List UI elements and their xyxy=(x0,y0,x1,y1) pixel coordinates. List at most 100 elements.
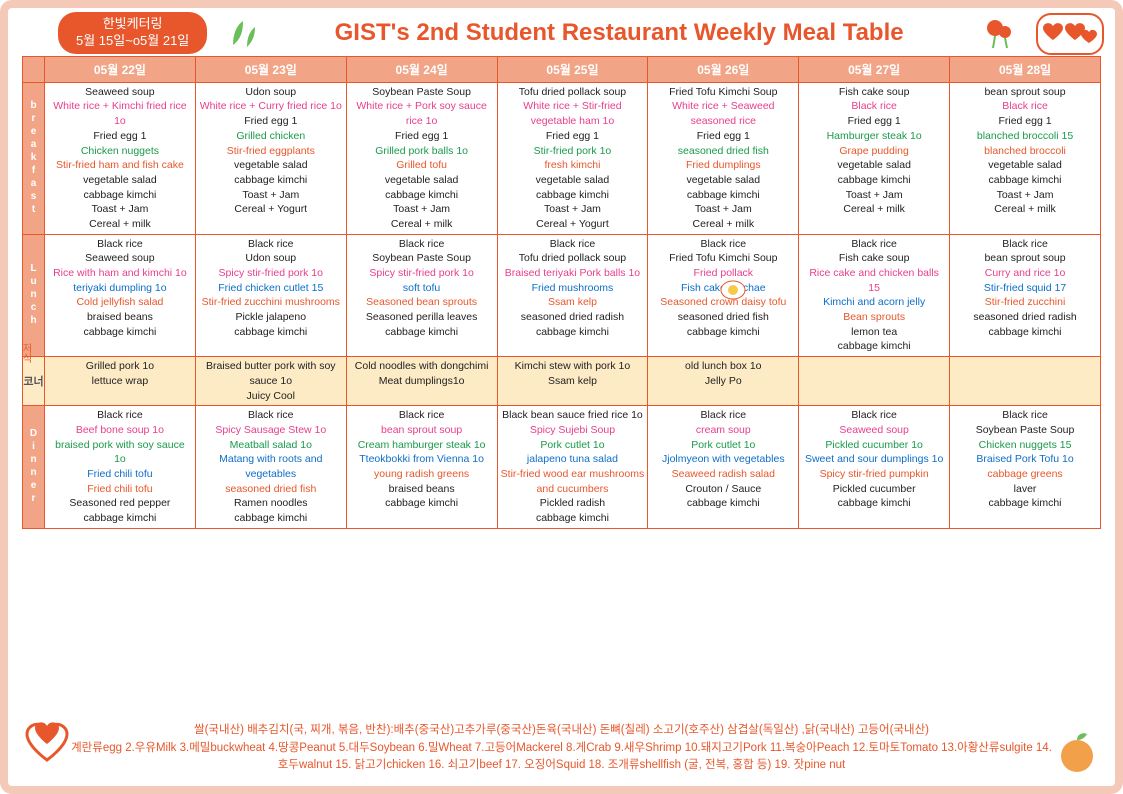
menu-item: vegetable salad xyxy=(501,173,645,188)
dinner-label: Dinner xyxy=(23,406,45,529)
lunch-day-5: Black riceFish cake soupRice cake and ch… xyxy=(799,234,950,357)
menu-item: Stir-fried eggplants xyxy=(199,144,343,159)
menu-item: White rice + Curry fried rice 1o xyxy=(199,99,343,114)
menu-item: Soybean Paste Soup xyxy=(953,423,1097,438)
menu-item: cabbage kimchi xyxy=(48,511,192,526)
menu-item: cabbage kimchi xyxy=(350,496,494,511)
menu-item: Stir-fried squid 17 xyxy=(953,281,1097,296)
menu-item: Grape pudding xyxy=(802,144,946,159)
menu-item: Cereal + milk xyxy=(651,217,795,232)
menu-item: Fried chili tofu xyxy=(48,482,192,497)
menu-item: Braised butter pork with soy sauce 1o xyxy=(199,359,343,388)
menu-item: Soybean Paste Soup xyxy=(350,251,494,266)
menu-item: Black rice xyxy=(651,408,795,423)
menu-item: Black rice xyxy=(953,237,1097,252)
menu-item: Udon soup xyxy=(199,85,343,100)
corner-day-5 xyxy=(799,357,950,406)
breakfast-day-2: Soybean Paste SoupWhite rice + Pork soy … xyxy=(346,82,497,234)
menu-item: cabbage kimchi xyxy=(501,511,645,526)
footer: 쌀(국내산) 배추김치(국, 찌개, 볶음, 반찬):배추(중국산)고추가루(중… xyxy=(68,722,1055,774)
dinner-day-3: Black bean sauce fried rice 1oSpicy Suje… xyxy=(497,406,648,529)
breakfast-day-1: Udon soupWhite rice + Curry fried rice 1… xyxy=(195,82,346,234)
egg-icon xyxy=(720,280,746,300)
menu-item: Toast + Jam xyxy=(350,202,494,217)
menu-item: seasoned dried fish xyxy=(199,482,343,497)
menu-item: Pickled cucumber 1o xyxy=(802,438,946,453)
date-6: 05월 28일 xyxy=(950,56,1101,82)
menu-item: Ramen noodles xyxy=(199,496,343,511)
menu-item: Sweet and sour dumplings 1o xyxy=(802,452,946,467)
menu-item: Black rice xyxy=(48,408,192,423)
menu-item: Bean sprouts xyxy=(802,310,946,325)
menu-item: cabbage kimchi xyxy=(350,325,494,340)
date-3: 05월 25일 xyxy=(497,56,648,82)
menu-item: Chicken nuggets xyxy=(48,144,192,159)
corner-day-0: Grilled pork 1olettuce wrap xyxy=(45,357,196,406)
menu-item: Fried dumplings xyxy=(651,158,795,173)
menu-item: Toast + Jam xyxy=(199,188,343,203)
header-spacer xyxy=(23,56,45,82)
menu-item: Spicy Sujebi Soup xyxy=(501,423,645,438)
date-5: 05월 27일 xyxy=(799,56,950,82)
menu-item: Seaweed soup xyxy=(48,251,192,266)
menu-item: Seasoned perilla leaves xyxy=(350,310,494,325)
menu-item: Fried egg 1 xyxy=(48,129,192,144)
menu-item: Fish cake soup xyxy=(802,251,946,266)
menu-item: Fried egg 1 xyxy=(501,129,645,144)
menu-item: cream soup xyxy=(651,423,795,438)
menu-item: Curry and rice 1o xyxy=(953,266,1097,281)
menu-item: Fried chicken cutlet 15 xyxy=(199,281,343,296)
menu-item: vegetable salad xyxy=(48,173,192,188)
menu-item: Fish cake soup xyxy=(802,85,946,100)
date-1: 05월 23일 xyxy=(195,56,346,82)
menu-item: Tteokbokki from Vienna 1o xyxy=(350,452,494,467)
menu-item: Kimchi stew with pork 1o xyxy=(501,359,645,374)
menu-item: Toast + Jam xyxy=(651,202,795,217)
menu-item: White rice + Seaweed seasoned rice xyxy=(651,99,795,128)
menu-item: seasoned dried fish xyxy=(651,144,795,159)
menu-item: Hamburger steak 1o xyxy=(802,129,946,144)
dinner-day-6: Black riceSoybean Paste SoupChicken nugg… xyxy=(950,406,1101,529)
menu-item: Matang with roots and vegetables xyxy=(199,452,343,481)
menu-item: Cereal + milk xyxy=(953,202,1097,217)
heart-icon xyxy=(22,714,72,768)
menu-item: cabbage kimchi xyxy=(48,325,192,340)
menu-item: cabbage kimchi xyxy=(802,173,946,188)
menu-item: Grilled tofu xyxy=(350,158,494,173)
menu-item: Cold jellyfish salad xyxy=(48,295,192,310)
menu-item: Braised Pork Tofu 1o xyxy=(953,452,1097,467)
menu-item: Grilled pork 1o xyxy=(48,359,192,374)
dinner-day-1: Black riceSpicy Sausage Stew 1oMeatball … xyxy=(195,406,346,529)
menu-item: Toast + Jam xyxy=(48,202,192,217)
menu-item: Rice cake and chicken balls 15 xyxy=(802,266,946,295)
menu-item: Chicken nuggets 15 xyxy=(953,438,1097,453)
menu-item: teriyaki dumpling 1o xyxy=(48,281,192,296)
menu-item: Seaweed soup xyxy=(802,423,946,438)
menu-item: Seaweed soup xyxy=(48,85,192,100)
menu-item: cabbage kimchi xyxy=(953,173,1097,188)
menu-item: blanched broccoli xyxy=(953,144,1097,159)
menu-item: Stir-fried zucchini mushrooms xyxy=(199,295,343,310)
lunch-day-6: Black ricebean sprout soupCurry and rice… xyxy=(950,234,1101,357)
menu-item: braised beans xyxy=(350,482,494,497)
menu-item: White rice + Pork soy sauce rice 1o xyxy=(350,99,494,128)
corner-label: 코너 xyxy=(23,357,45,406)
menu-item: jalapeno tuna salad xyxy=(501,452,645,467)
menu-item: White rice + Kimchi fried rice 1o xyxy=(48,99,192,128)
menu-item: Pickled radish xyxy=(501,496,645,511)
menu-item: Stir-fried zucchini xyxy=(953,295,1097,310)
footer-line2: 계란류egg 2.우유Milk 3.메밀buckwheat 4.땅콩Peanut… xyxy=(68,740,1055,775)
orange-icon xyxy=(1049,726,1101,774)
menu-item: Crouton / Sauce xyxy=(651,482,795,497)
menu-item: Udon soup xyxy=(199,251,343,266)
menu-item: Kimchi and acorn jelly xyxy=(802,295,946,310)
menu-item: Beef bone soup 1o xyxy=(48,423,192,438)
menu-item: Pork cutlet 1o xyxy=(501,438,645,453)
menu-item: Fried chili tofu xyxy=(48,467,192,482)
breakfast-day-5: Fish cake soupBlack riceFried egg 1Hambu… xyxy=(799,82,950,234)
lunch-day-3: Black riceTofu dried pollack soupBraised… xyxy=(497,234,648,357)
lunch-day-2: Black riceSoybean Paste SoupSpicy stir-f… xyxy=(346,234,497,357)
menu-item: cabbage kimchi xyxy=(802,339,946,354)
menu-item: Spicy stir-fried pumpkin xyxy=(802,467,946,482)
menu-item: Soybean Paste Soup xyxy=(350,85,494,100)
